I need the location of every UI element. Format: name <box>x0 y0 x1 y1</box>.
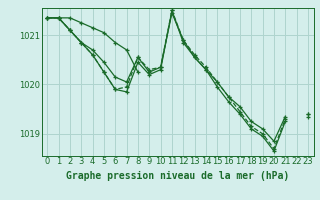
X-axis label: Graphe pression niveau de la mer (hPa): Graphe pression niveau de la mer (hPa) <box>66 171 289 181</box>
